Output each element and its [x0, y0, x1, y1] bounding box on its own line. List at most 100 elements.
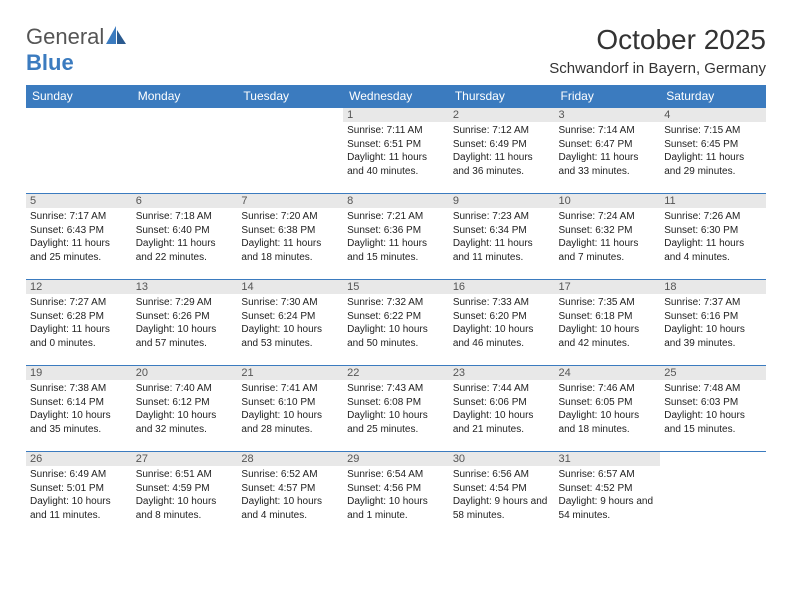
cell-body: Sunrise: 7:26 AMSunset: 6:30 PMDaylight:…	[660, 208, 766, 264]
calendar-body: 1Sunrise: 7:11 AMSunset: 6:51 PMDaylight…	[26, 108, 766, 538]
calendar-week-row: 5Sunrise: 7:17 AMSunset: 6:43 PMDaylight…	[26, 194, 766, 280]
sunset-text: Sunset: 6:20 PM	[453, 310, 551, 324]
daylight-text: Daylight: 11 hours and 22 minutes.	[136, 237, 234, 264]
calendar-header-row: Sunday Monday Tuesday Wednesday Thursday…	[26, 85, 766, 108]
day-number: 4	[660, 108, 766, 122]
sunrise-text: Sunrise: 7:38 AM	[30, 382, 128, 396]
day-number: 7	[237, 194, 343, 208]
dow-thursday: Thursday	[449, 85, 555, 108]
sunset-text: Sunset: 4:52 PM	[559, 482, 657, 496]
cell-body: Sunrise: 6:54 AMSunset: 4:56 PMDaylight:…	[343, 466, 449, 522]
day-number: 16	[449, 280, 555, 294]
calendar-cell: 5Sunrise: 7:17 AMSunset: 6:43 PMDaylight…	[26, 194, 132, 280]
logo: General Blue	[26, 24, 126, 76]
sunrise-text: Sunrise: 6:56 AM	[453, 468, 551, 482]
daylight-text: Daylight: 10 hours and 18 minutes.	[559, 409, 657, 436]
cell-body: Sunrise: 7:38 AMSunset: 6:14 PMDaylight:…	[26, 380, 132, 436]
daylight-text: Daylight: 10 hours and 15 minutes.	[664, 409, 762, 436]
cell-body: Sunrise: 7:12 AMSunset: 6:49 PMDaylight:…	[449, 122, 555, 178]
cell-body: Sunrise: 7:33 AMSunset: 6:20 PMDaylight:…	[449, 294, 555, 350]
sunrise-text: Sunrise: 7:32 AM	[347, 296, 445, 310]
cell-body: Sunrise: 7:18 AMSunset: 6:40 PMDaylight:…	[132, 208, 238, 264]
sunset-text: Sunset: 6:40 PM	[136, 224, 234, 238]
daylight-text: Daylight: 10 hours and 35 minutes.	[30, 409, 128, 436]
daylight-text: Daylight: 11 hours and 4 minutes.	[664, 237, 762, 264]
calendar-cell: 31Sunrise: 6:57 AMSunset: 4:52 PMDayligh…	[555, 452, 661, 538]
day-number: 18	[660, 280, 766, 294]
calendar-cell: 7Sunrise: 7:20 AMSunset: 6:38 PMDaylight…	[237, 194, 343, 280]
day-number: 12	[26, 280, 132, 294]
daylight-text: Daylight: 11 hours and 29 minutes.	[664, 151, 762, 178]
calendar-cell: 30Sunrise: 6:56 AMSunset: 4:54 PMDayligh…	[449, 452, 555, 538]
header: General Blue October 2025 Schwandorf in …	[26, 24, 766, 77]
daylight-text: Daylight: 11 hours and 7 minutes.	[559, 237, 657, 264]
sunrise-text: Sunrise: 7:43 AM	[347, 382, 445, 396]
cell-body: Sunrise: 7:21 AMSunset: 6:36 PMDaylight:…	[343, 208, 449, 264]
cell-body: Sunrise: 7:40 AMSunset: 6:12 PMDaylight:…	[132, 380, 238, 436]
daylight-text: Daylight: 10 hours and 25 minutes.	[347, 409, 445, 436]
cell-body: Sunrise: 7:29 AMSunset: 6:26 PMDaylight:…	[132, 294, 238, 350]
sunset-text: Sunset: 6:05 PM	[559, 396, 657, 410]
sunrise-text: Sunrise: 7:20 AM	[241, 210, 339, 224]
day-number: 10	[555, 194, 661, 208]
cell-body: Sunrise: 7:41 AMSunset: 6:10 PMDaylight:…	[237, 380, 343, 436]
cell-body: Sunrise: 7:23 AMSunset: 6:34 PMDaylight:…	[449, 208, 555, 264]
sunrise-text: Sunrise: 6:54 AM	[347, 468, 445, 482]
calendar-cell: 26Sunrise: 6:49 AMSunset: 5:01 PMDayligh…	[26, 452, 132, 538]
sunset-text: Sunset: 6:30 PM	[664, 224, 762, 238]
daylight-text: Daylight: 10 hours and 57 minutes.	[136, 323, 234, 350]
cell-body: Sunrise: 7:27 AMSunset: 6:28 PMDaylight:…	[26, 294, 132, 350]
sunrise-text: Sunrise: 7:40 AM	[136, 382, 234, 396]
calendar-cell: 29Sunrise: 6:54 AMSunset: 4:56 PMDayligh…	[343, 452, 449, 538]
calendar-table: Sunday Monday Tuesday Wednesday Thursday…	[26, 85, 766, 538]
day-number: 26	[26, 452, 132, 466]
calendar-cell: 17Sunrise: 7:35 AMSunset: 6:18 PMDayligh…	[555, 280, 661, 366]
logo-text-1: General	[26, 24, 104, 49]
sunset-text: Sunset: 6:18 PM	[559, 310, 657, 324]
calendar-cell: 28Sunrise: 6:52 AMSunset: 4:57 PMDayligh…	[237, 452, 343, 538]
day-number: 6	[132, 194, 238, 208]
sunset-text: Sunset: 6:51 PM	[347, 138, 445, 152]
cell-body: Sunrise: 6:57 AMSunset: 4:52 PMDaylight:…	[555, 466, 661, 522]
sunrise-text: Sunrise: 7:23 AM	[453, 210, 551, 224]
daylight-text: Daylight: 11 hours and 33 minutes.	[559, 151, 657, 178]
cell-body: Sunrise: 7:15 AMSunset: 6:45 PMDaylight:…	[660, 122, 766, 178]
sunrise-text: Sunrise: 7:12 AM	[453, 124, 551, 138]
daylight-text: Daylight: 10 hours and 21 minutes.	[453, 409, 551, 436]
daylight-text: Daylight: 10 hours and 32 minutes.	[136, 409, 234, 436]
day-number: 14	[237, 280, 343, 294]
dow-tuesday: Tuesday	[237, 85, 343, 108]
daylight-text: Daylight: 10 hours and 53 minutes.	[241, 323, 339, 350]
sunrise-text: Sunrise: 7:15 AM	[664, 124, 762, 138]
dow-saturday: Saturday	[660, 85, 766, 108]
day-number: 28	[237, 452, 343, 466]
daylight-text: Daylight: 10 hours and 50 minutes.	[347, 323, 445, 350]
calendar-cell: 22Sunrise: 7:43 AMSunset: 6:08 PMDayligh…	[343, 366, 449, 452]
calendar-cell: 19Sunrise: 7:38 AMSunset: 6:14 PMDayligh…	[26, 366, 132, 452]
day-number: 31	[555, 452, 661, 466]
calendar-week-row: 19Sunrise: 7:38 AMSunset: 6:14 PMDayligh…	[26, 366, 766, 452]
calendar-cell: 6Sunrise: 7:18 AMSunset: 6:40 PMDaylight…	[132, 194, 238, 280]
cell-body: Sunrise: 6:51 AMSunset: 4:59 PMDaylight:…	[132, 466, 238, 522]
cell-body: Sunrise: 7:35 AMSunset: 6:18 PMDaylight:…	[555, 294, 661, 350]
sunrise-text: Sunrise: 7:24 AM	[559, 210, 657, 224]
logo-sail-icon	[106, 26, 126, 44]
sunset-text: Sunset: 6:45 PM	[664, 138, 762, 152]
calendar-page: General Blue October 2025 Schwandorf in …	[0, 0, 792, 538]
day-number: 13	[132, 280, 238, 294]
day-number: 11	[660, 194, 766, 208]
sunset-text: Sunset: 6:26 PM	[136, 310, 234, 324]
calendar-cell: 13Sunrise: 7:29 AMSunset: 6:26 PMDayligh…	[132, 280, 238, 366]
sunset-text: Sunset: 4:56 PM	[347, 482, 445, 496]
cell-body: Sunrise: 6:52 AMSunset: 4:57 PMDaylight:…	[237, 466, 343, 522]
sunset-text: Sunset: 6:10 PM	[241, 396, 339, 410]
calendar-cell: 1Sunrise: 7:11 AMSunset: 6:51 PMDaylight…	[343, 108, 449, 194]
calendar-cell: 12Sunrise: 7:27 AMSunset: 6:28 PMDayligh…	[26, 280, 132, 366]
dow-wednesday: Wednesday	[343, 85, 449, 108]
daylight-text: Daylight: 11 hours and 36 minutes.	[453, 151, 551, 178]
location: Schwandorf in Bayern, Germany	[549, 60, 766, 77]
day-number: 15	[343, 280, 449, 294]
sunrise-text: Sunrise: 7:48 AM	[664, 382, 762, 396]
calendar-cell: 20Sunrise: 7:40 AMSunset: 6:12 PMDayligh…	[132, 366, 238, 452]
cell-body: Sunrise: 7:17 AMSunset: 6:43 PMDaylight:…	[26, 208, 132, 264]
